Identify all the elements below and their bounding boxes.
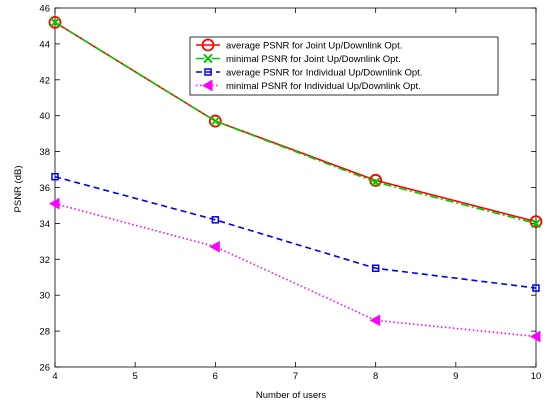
legend-box xyxy=(189,36,499,96)
y-tick-label: 32 xyxy=(39,255,50,266)
y-tick-label: 26 xyxy=(39,363,50,374)
y-tick-label: 38 xyxy=(39,147,50,158)
series-2 xyxy=(50,17,541,229)
y-tick-label: 46 xyxy=(39,4,50,15)
series-1-point xyxy=(48,15,62,29)
y-tick-label: 30 xyxy=(39,291,50,302)
series-1-line xyxy=(54,21,537,223)
x-tick-label: 9 xyxy=(453,371,458,382)
series-3-point xyxy=(532,284,540,292)
series-2-point xyxy=(531,218,541,229)
series-3-line xyxy=(54,175,537,289)
y-tick-label: 40 xyxy=(39,111,50,122)
x-tick-label: 10 xyxy=(531,371,542,382)
series-4 xyxy=(48,197,541,343)
x-tick-label: 6 xyxy=(213,371,218,382)
series-2-point xyxy=(370,177,381,187)
series-2-point xyxy=(50,17,60,28)
x-axis-label: Number of users xyxy=(256,390,326,401)
series-2-line xyxy=(54,21,537,225)
plot-series xyxy=(48,15,543,343)
legend-label: minimal PSNR for Individual Up/Downlink … xyxy=(226,81,421,92)
legend-item-2: minimal PSNR for Joint Up/Downlink Opt. xyxy=(196,53,401,65)
legend-marker xyxy=(204,68,212,76)
legend-marker xyxy=(201,38,215,52)
series-4-point xyxy=(369,314,381,327)
legend-item-3: average PSNR for Individual Up/Downlink … xyxy=(196,68,422,79)
series-2-point xyxy=(210,116,221,126)
legend-item-4: minimal PSNR for Individual Up/Downlink … xyxy=(196,79,421,92)
x-tick-label: 7 xyxy=(293,371,298,382)
y-tick-label: 44 xyxy=(39,39,50,50)
series-3-point xyxy=(371,264,380,273)
legend-marker xyxy=(203,53,213,64)
series-3-point xyxy=(51,172,59,181)
series-4-point xyxy=(48,197,60,210)
series-3-point xyxy=(211,216,220,224)
legend: average PSNR for Joint Up/Downlink Opt. m… xyxy=(189,36,499,96)
series-4-point xyxy=(529,330,541,343)
series-4-line xyxy=(54,202,537,338)
series-1-point xyxy=(208,114,222,128)
axes: 4 5 6 7 8 9 10 26 28 30 32 34 36 38 40 42 44 46 xyxy=(39,4,541,383)
y-tick-label: 42 xyxy=(39,75,50,86)
x-tick-label: 4 xyxy=(52,371,57,382)
series-3 xyxy=(51,172,540,292)
x-tick-label: 8 xyxy=(373,371,378,382)
y-tick-label: 28 xyxy=(39,327,50,338)
legend-item-1: average PSNR for Joint Up/Downlink Opt. xyxy=(196,38,402,52)
legend-label: average PSNR for Joint Up/Downlink Opt. xyxy=(226,41,402,52)
y-axis-label: PSNR (dB) xyxy=(13,166,24,213)
legend-label: average PSNR for Individual Up/Downlink … xyxy=(226,68,422,79)
series-1 xyxy=(48,15,543,229)
legend-label: minimal PSNR for Joint Up/Downlink Opt. xyxy=(226,54,401,65)
x-tick-label: 5 xyxy=(133,371,138,382)
y-tick-label: 36 xyxy=(39,183,50,194)
y-tick-label: 34 xyxy=(39,219,50,230)
series-4-point xyxy=(209,240,220,253)
legend-marker xyxy=(201,79,213,92)
